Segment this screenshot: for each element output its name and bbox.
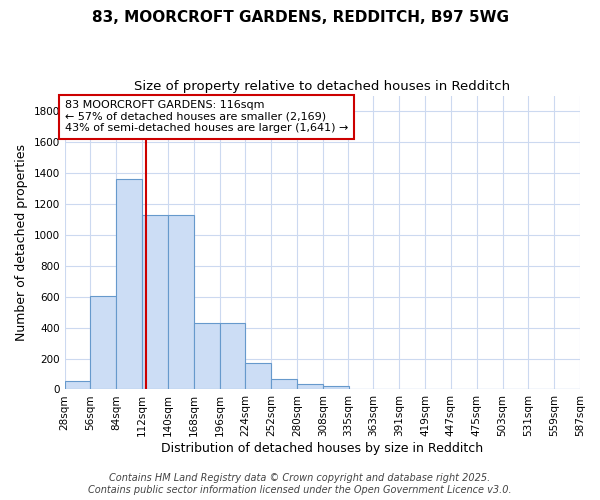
Bar bbox=[91, 296, 116, 390]
Text: 83 MOORCROFT GARDENS: 116sqm
← 57% of detached houses are smaller (2,169)
43% of: 83 MOORCROFT GARDENS: 116sqm ← 57% of de… bbox=[65, 100, 348, 134]
Text: Contains HM Land Registry data © Crown copyright and database right 2025.
Contai: Contains HM Land Registry data © Crown c… bbox=[88, 474, 512, 495]
Text: 83, MOORCROFT GARDENS, REDDITCH, B97 5WG: 83, MOORCROFT GARDENS, REDDITCH, B97 5WG bbox=[91, 10, 509, 25]
Y-axis label: Number of detached properties: Number of detached properties bbox=[15, 144, 28, 341]
Bar bbox=[297, 384, 323, 390]
Bar bbox=[116, 179, 142, 390]
Bar bbox=[65, 381, 91, 390]
Bar bbox=[347, 388, 373, 390]
Bar bbox=[323, 386, 349, 390]
Bar bbox=[245, 363, 271, 390]
Bar bbox=[271, 380, 297, 390]
Bar bbox=[220, 323, 245, 390]
Bar bbox=[373, 388, 400, 390]
Bar bbox=[142, 214, 168, 390]
Bar bbox=[168, 214, 194, 390]
X-axis label: Distribution of detached houses by size in Redditch: Distribution of detached houses by size … bbox=[161, 442, 484, 455]
Title: Size of property relative to detached houses in Redditch: Size of property relative to detached ho… bbox=[134, 80, 511, 93]
Bar bbox=[194, 323, 220, 390]
